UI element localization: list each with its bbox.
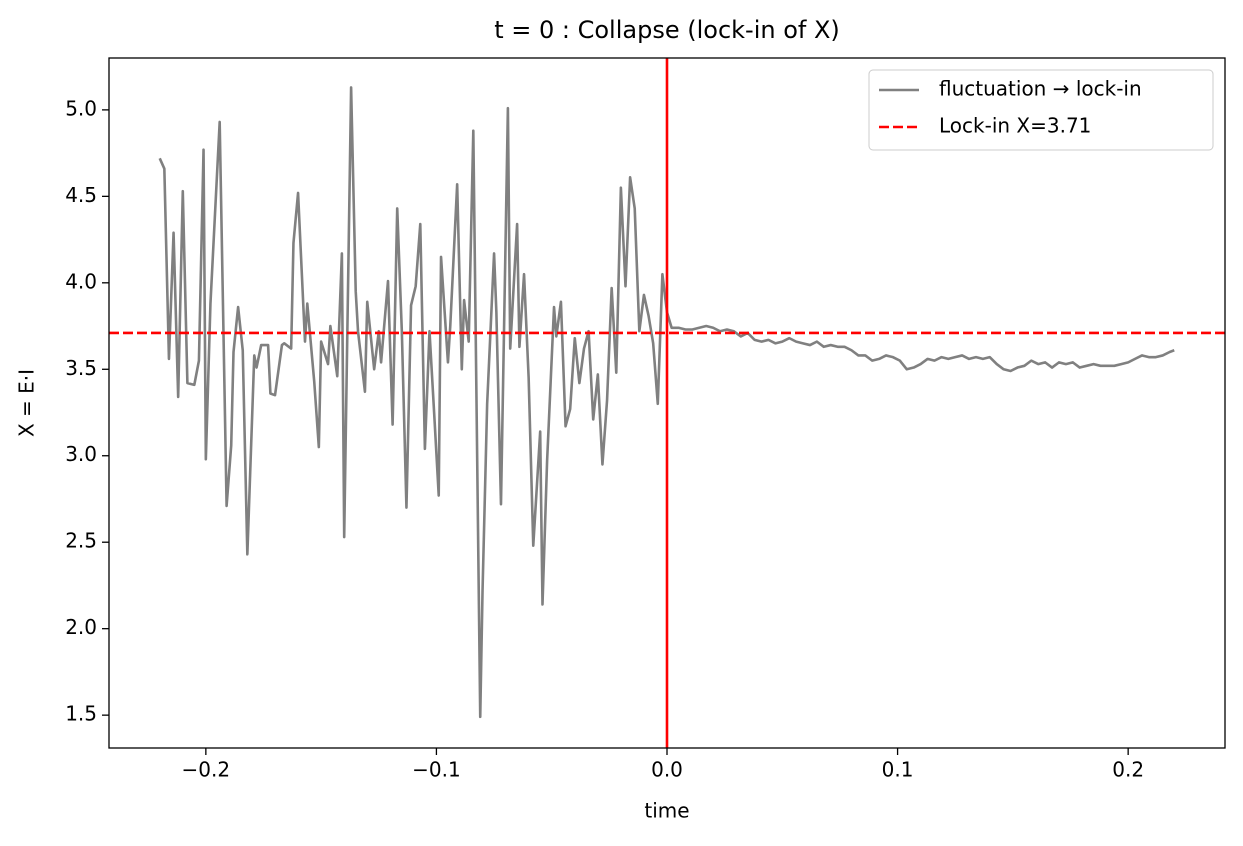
x-tick-label: −0.2 — [182, 758, 231, 782]
y-tick-label: 4.0 — [65, 269, 97, 293]
data-line — [158, 86, 1175, 719]
x-axis-label: time — [644, 799, 689, 823]
legend-label: Lock-in X=3.71 — [939, 114, 1091, 138]
y-axis-label: X = E·I — [15, 369, 39, 437]
x-tick-label: 0.2 — [1112, 758, 1144, 782]
legend-box — [868, 69, 1214, 151]
chart-title: t = 0 : Collapse (lock-in of X) — [494, 16, 840, 44]
y-tick-label: 4.5 — [65, 183, 97, 207]
x-tick-label: −0.1 — [412, 758, 461, 782]
y-tick-label: 3.5 — [65, 356, 97, 380]
legend-label: fluctuation → lock-in — [939, 77, 1142, 101]
x-tick-label: 0.1 — [882, 758, 914, 782]
y-tick-label: 5.0 — [65, 96, 97, 120]
y-tick-label: 1.5 — [65, 702, 97, 726]
x-tick-label: 0.0 — [651, 758, 683, 782]
plot-frame — [108, 57, 1226, 749]
y-tick-label: 3.0 — [65, 442, 97, 466]
y-tick-label: 2.0 — [65, 615, 97, 639]
y-tick-label: 2.5 — [65, 529, 97, 553]
